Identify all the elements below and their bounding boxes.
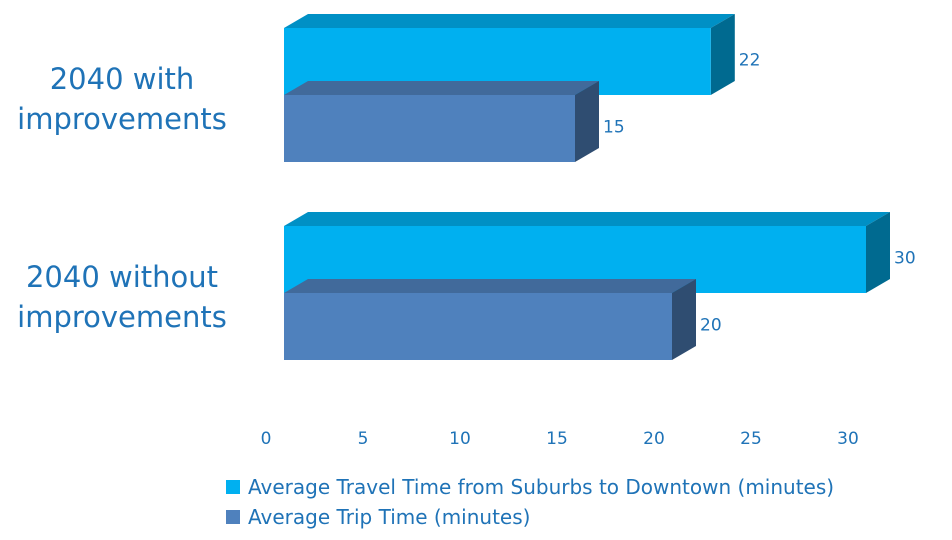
- category-label-2: 2040 without improvements: [17, 260, 227, 334]
- bar-side-face: [575, 81, 599, 162]
- bar-top-face: [284, 81, 599, 95]
- bar-top-face: [284, 279, 696, 293]
- x-tick-label-4: 15: [546, 429, 568, 449]
- bar-2-2: [284, 279, 696, 360]
- bar-front-face: [284, 95, 575, 162]
- legend-label-trip-time: Average Trip Time (minutes): [248, 505, 531, 529]
- legend-swatch-travel-time: [226, 480, 240, 494]
- x-tick-label-5: 20: [643, 429, 665, 449]
- data-label-1-1: 22: [739, 51, 761, 71]
- x-tick-label-2: 5: [358, 429, 369, 449]
- category-label-1: 2040 with improvements: [17, 62, 227, 136]
- legend-item-trip-time: Average Trip Time (minutes): [226, 502, 834, 532]
- bar-front-face: [284, 293, 672, 360]
- x-tick-label-3: 10: [449, 429, 471, 449]
- legend-item-travel-time: Average Travel Time from Suburbs to Down…: [226, 472, 834, 502]
- data-label-1-2: 15: [603, 118, 625, 138]
- x-tick-label-1: 0: [261, 429, 272, 449]
- x-tick-label-6: 25: [740, 429, 762, 449]
- legend-swatch-trip-time: [226, 510, 240, 524]
- data-label-2-1: 30: [894, 249, 916, 269]
- x-tick-label-7: 30: [837, 429, 859, 449]
- bar-side-face: [710, 14, 735, 95]
- legend-label-travel-time: Average Travel Time from Suburbs to Down…: [248, 475, 835, 499]
- bar-1-2: [284, 81, 599, 162]
- bar-side-face: [866, 212, 890, 293]
- bar-top-face: [284, 212, 890, 226]
- legend: Average Travel Time from Suburbs to Down…: [226, 472, 834, 532]
- bar-top-face: [284, 14, 735, 28]
- bar-side-face: [672, 279, 696, 360]
- data-label-2-2: 20: [700, 316, 722, 336]
